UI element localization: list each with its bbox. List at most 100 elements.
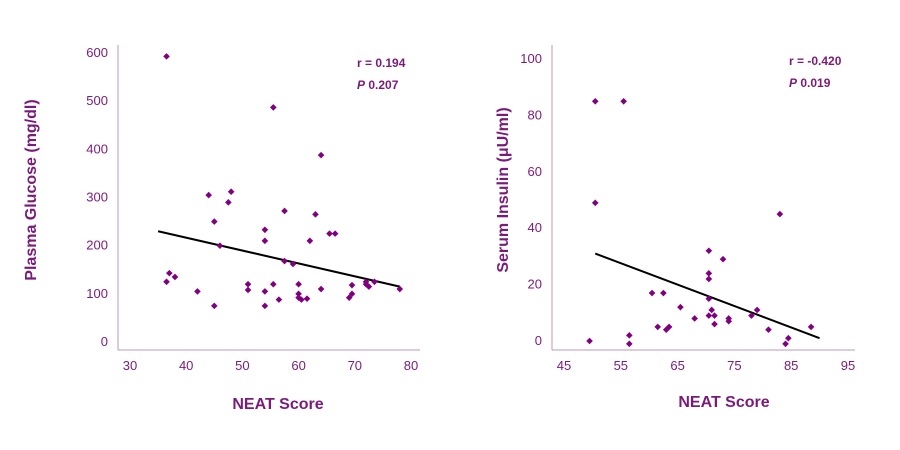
glucose-x-tick-label: 70 [348,358,362,373]
insulin-data-point [748,312,755,319]
glucose-data-point [244,286,252,294]
insulin-data-point [665,323,673,331]
insulin-data-point [725,317,733,325]
insulin-y-tick-label: 60 [528,164,542,179]
insulin-y-tick-label: 20 [528,277,542,292]
insulin-y-tick-label: 100 [520,51,542,66]
glucose-data-point [295,290,302,298]
glucose-x-tick-label: 40 [179,358,193,373]
insulin-points [586,98,815,348]
glucose-p-value: P 0.207 [357,78,399,92]
glucose-data-point [211,302,218,310]
glucose-data-point [171,273,179,281]
insulin-x-tick-label: 65 [670,358,684,373]
insulin-y-tick-label: 80 [528,107,542,122]
glucose-x-tick-label: 80 [404,358,418,373]
insulin-data-point [654,323,662,331]
glucose-data-point [227,188,235,196]
glucose-data-point [270,280,277,288]
insulin-data-point [708,306,715,314]
insulin-data-point [677,303,684,311]
glucose-data-point [225,199,232,206]
glucose-data-point [345,294,353,301]
glucose-y-tick-label: 200 [86,238,108,253]
glucose-data-point [295,280,302,288]
glucose-data-point [211,218,218,225]
insulin-data-point [753,306,761,314]
glucose-data-point [348,281,356,289]
glucose-y-tick-label: 100 [86,286,108,301]
insulin-data-point [705,295,713,302]
insulin-data-point [626,332,633,339]
insulin-data-point [648,289,656,297]
glucose-data-point [326,230,333,237]
insulin-data-point [711,312,718,319]
insulin-data-point [591,199,599,207]
insulin-trendline [594,252,820,340]
glucose-points [163,53,404,310]
insulin-x-tick-label: 55 [614,358,628,373]
glucose-data-point [317,285,325,293]
glucose-data-point [289,260,297,268]
glucose-x-tick-label: 30 [123,358,137,373]
glucose-y-tick-label: 400 [86,141,108,156]
glucose-data-point [312,211,319,218]
insulin-data-point [719,255,727,263]
insulin-data-point [782,340,789,348]
insulin-x-tick-label: 75 [727,358,741,373]
insulin-data-point [705,275,713,283]
glucose-data-point [270,104,277,111]
insulin-chart: Serum Insulin (μU/ml) NEAT Score r = -0.… [495,45,855,411]
glucose-y-tick-label: 600 [86,45,108,60]
glucose-data-point [348,290,356,298]
glucose-data-point [306,237,314,245]
insulin-trendline-group [594,252,820,340]
glucose-y-ticks: 0 100 200 300 400 500 600 [86,45,108,349]
insulin-data-point [785,334,792,342]
glucose-x-tick-label: 60 [291,358,305,373]
glucose-y-tick-label: 300 [86,190,108,205]
insulin-y-axis-title: Serum Insulin (μU/ml) [495,107,512,272]
glucose-data-point [365,283,373,290]
insulin-p-value: P 0.019 [789,76,831,90]
insulin-data-point [660,289,667,297]
glucose-data-point [163,278,170,286]
insulin-data-point [807,323,815,331]
insulin-x-tick-label: 85 [784,358,798,373]
glucose-r-value: r = 0.194 [357,56,406,70]
insulin-x-axis-title: NEAT Score [678,394,769,411]
glucose-data-point [205,191,212,199]
glucose-trendline [157,230,400,288]
insulin-data-point [626,340,633,348]
glucose-data-point [216,242,224,249]
glucose-y-axis-title: Plasma Glucose (mg/dl) [23,99,40,280]
glucose-data-point [303,295,311,302]
glucose-data-point [261,288,269,295]
glucose-y-tick-label: 500 [86,93,108,108]
insulin-data-point [586,337,593,345]
insulin-data-point [620,98,627,105]
insulin-data-point [711,320,718,328]
insulin-x-ticks: 45 55 65 75 85 95 [557,358,855,373]
glucose-x-tick-label: 50 [235,358,249,373]
glucose-data-point [166,269,173,277]
glucose-x-ticks: 30 40 50 60 70 80 [123,358,418,373]
insulin-data-point [705,247,713,255]
insulin-data-point [591,98,599,105]
insulin-x-tick-label: 95 [841,358,855,373]
insulin-data-point [705,270,713,277]
glucose-data-point [194,288,201,295]
glucose-data-point [281,257,288,265]
insulin-data-point [776,210,784,218]
insulin-x-tick-label: 45 [557,358,571,373]
glucose-data-point [317,151,325,159]
glucose-data-point [163,53,170,60]
insulin-data-point [765,326,772,334]
glucose-y-tick-label: 0 [101,334,108,349]
insulin-r-value: r = -0.420 [789,54,842,68]
glucose-data-point [275,296,283,303]
insulin-y-ticks: 0 20 40 60 80 100 [520,51,542,348]
glucose-chart: Plasma Glucose (mg/dl) NEAT Score r = 0.… [23,45,420,413]
